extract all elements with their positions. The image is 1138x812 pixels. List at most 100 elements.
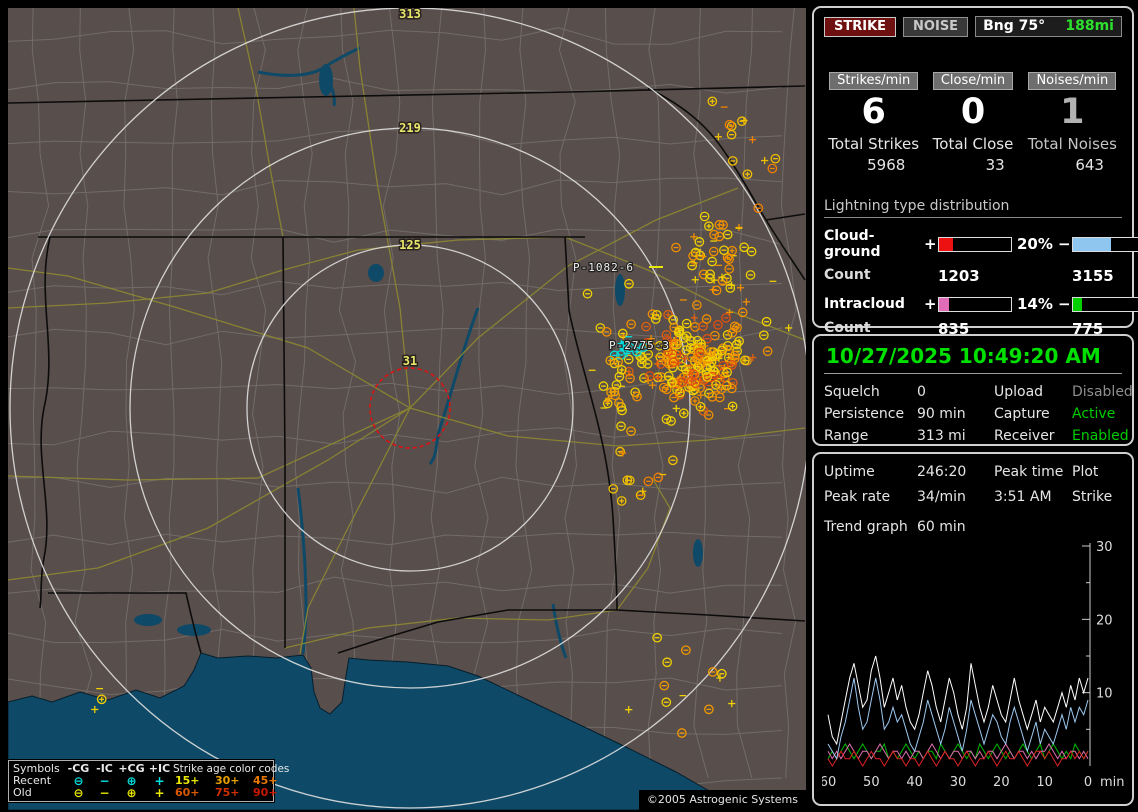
peak-time-label: Peak time (994, 464, 1072, 480)
persistence-label: Persistence (824, 406, 917, 422)
svg-text:30: 30 (1096, 540, 1113, 555)
legend-old-label: Old (13, 787, 65, 799)
svg-text:40: 40 (906, 775, 923, 790)
circle-minus-icon: ⊖ (65, 787, 92, 799)
peak-time-value: 3:51 AM (994, 489, 1072, 505)
plus-sign: + (924, 235, 938, 253)
cg-plus-bar-fill (939, 238, 953, 251)
minus-sign: − (1058, 295, 1072, 313)
distribution-title: Lightning type distribution (824, 198, 1122, 218)
squelch-label: Squelch (824, 384, 917, 400)
close-per-min-chip: Close/min (933, 72, 1013, 90)
minus-sign: − (1058, 235, 1072, 253)
total-noises-label: Total Noises (1023, 135, 1122, 153)
map-canvas: 12521931331P-1082-6P-2775-3 (8, 8, 806, 810)
svg-text:219: 219 (399, 121, 421, 135)
legend-old-row: Old ⊖ − ⊕ + 60+ 75+ 90+ (13, 787, 269, 799)
persistence-value: 90 min (917, 406, 994, 422)
noise-toggle-button[interactable]: NOISE (903, 17, 968, 37)
svg-text:31: 31 (403, 354, 417, 368)
lightning-distribution: Lightning type distribution Cloud-ground… (824, 198, 1122, 338)
svg-text:20: 20 (993, 775, 1010, 790)
count-label: Count (824, 267, 938, 285)
uptime-label: Uptime (824, 464, 917, 480)
cloud-ground-counts: Count 1203 3155 (824, 267, 1122, 285)
upload-status: Disabled (1072, 384, 1133, 400)
svg-text:min: min (1100, 775, 1125, 790)
rate-counters: Strikes/min 6 Total Strikes 5968 Close/m… (824, 69, 1122, 174)
copyright-label: ©2005 Astrogenic Systems (639, 790, 806, 810)
total-strikes-value: 5968 (824, 156, 923, 174)
bearing-label: Bng 75° (983, 18, 1045, 34)
minus-icon: − (92, 787, 117, 799)
total-close-label: Total Close (923, 135, 1022, 153)
bearing-distance: 188mi (1065, 18, 1114, 34)
noises-per-min-chip: Noises/min (1028, 72, 1116, 90)
ic-plus-bar (938, 297, 1012, 312)
cg-minus-count: 3155 (1072, 267, 1122, 285)
range-value: 313 mi (917, 428, 994, 444)
receiver-label: Receiver (994, 428, 1072, 444)
svg-text:10: 10 (1036, 775, 1053, 790)
close-per-min-value: 0 (923, 92, 1022, 132)
total-noises-value: 643 (1023, 156, 1122, 174)
strike-toggle-button[interactable]: STRIKE (824, 17, 896, 37)
svg-text:20: 20 (1096, 613, 1113, 628)
peak-rate-value: 34/min (917, 489, 994, 505)
svg-text:10: 10 (1096, 687, 1113, 702)
session-panel: Uptime 246:20 Peak time Plot Peak rate 3… (812, 452, 1134, 806)
receiver-status: Enabled (1072, 428, 1133, 444)
plot-mode-value: Strike (1072, 489, 1122, 505)
bearing-display: Bng 75° 188mi (975, 16, 1122, 37)
cloud-ground-label: Cloud-ground (824, 228, 924, 260)
plus-sign: + (924, 295, 938, 313)
ic-plus-bar-fill (939, 298, 949, 311)
plus-icon: + (146, 787, 173, 799)
plot-label: Plot (1072, 464, 1122, 480)
capture-label: Capture (994, 406, 1072, 422)
lightning-map[interactable]: 12521931331P-1082-6P-2775-3 Symbols -CG … (8, 8, 806, 810)
strikes-counter: Strikes/min 6 Total Strikes 5968 (824, 69, 923, 174)
cloud-ground-row: Cloud-ground + 20% − 53% (824, 228, 1122, 260)
peak-rate-label: Peak rate (824, 489, 917, 505)
age-badge-90: 90+ (251, 787, 289, 799)
noises-counter: Noises/min 1 Total Noises 643 (1023, 69, 1122, 174)
trend-graph: 10 20 30 60 50 40 30 20 10 0 min (822, 538, 1126, 794)
upload-label: Upload (994, 384, 1072, 400)
cg-plus-percent: 20% (1012, 235, 1058, 253)
nexstorm-window: 12521931331P-1082-6P-2775-3 Symbols -CG … (0, 0, 1138, 812)
squelch-value: 0 (917, 384, 994, 400)
intracloud-row: Intracloud + 14% − 13% (824, 295, 1122, 313)
svg-text:0: 0 (1084, 775, 1092, 790)
cg-minus-bar (1072, 237, 1138, 252)
total-close-value: 33 (923, 156, 1022, 174)
settings-grid: Squelch 0 Upload Disabled Persistence 90… (824, 384, 1122, 444)
ic-minus-bar (1072, 297, 1138, 312)
strikes-per-min-chip: Strikes/min (829, 72, 918, 90)
stats-panel: STRIKE NOISE Bng 75° 188mi Strikes/min 6… (812, 6, 1134, 328)
intracloud-label: Intracloud (824, 296, 924, 312)
total-strikes-label: Total Strikes (824, 135, 923, 153)
uptime-value: 246:20 (917, 464, 994, 480)
cg-plus-count: 1203 (938, 267, 1072, 285)
svg-text:60: 60 (822, 775, 836, 790)
cg-minus-bar-fill (1073, 238, 1111, 251)
strikes-per-min-value: 6 (824, 92, 923, 132)
close-counter: Close/min 0 Total Close 33 (923, 69, 1022, 174)
svg-text:P-1082-6: P-1082-6 (573, 261, 634, 274)
svg-text:30: 30 (950, 775, 967, 790)
circle-plus-icon: ⊕ (117, 787, 146, 799)
capture-status: Active (1072, 406, 1133, 422)
age-badge-60: 60+ (173, 787, 213, 799)
datetime-display: 10/27/2025 10:49:20 AM (824, 342, 1122, 374)
svg-text:313: 313 (399, 8, 421, 21)
svg-text:125: 125 (399, 238, 421, 252)
ic-plus-percent: 14% (1012, 295, 1058, 313)
svg-text:50: 50 (863, 775, 880, 790)
mode-toolbar: STRIKE NOISE Bng 75° 188mi (824, 16, 1122, 37)
ic-minus-bar-fill (1073, 298, 1082, 311)
range-label: Range (824, 428, 917, 444)
cg-plus-bar (938, 237, 1012, 252)
session-grid: Uptime 246:20 Peak time Plot Peak rate 3… (824, 464, 1122, 505)
trend-graph-label: Trend graph (824, 519, 917, 535)
